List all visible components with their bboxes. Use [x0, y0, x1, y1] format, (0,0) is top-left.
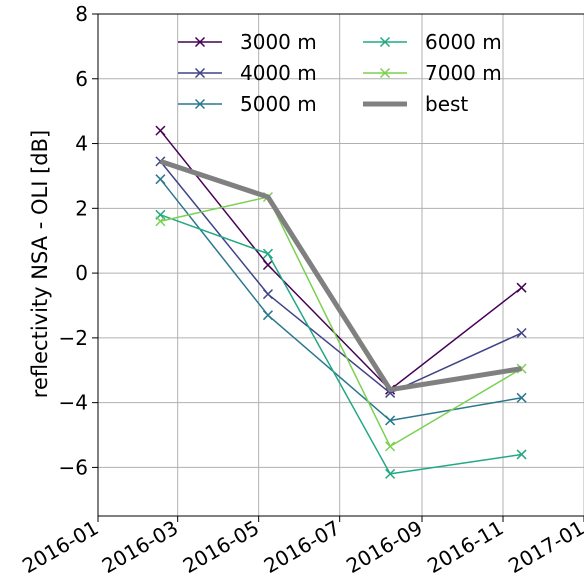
data-point-5000-m: [262, 310, 273, 321]
legend-label-4000-m: 4000 m: [240, 61, 317, 85]
data-point-5000-m: [155, 174, 166, 185]
legend-label-best: best: [425, 92, 468, 116]
data-point-4000-m: [516, 327, 527, 339]
series-line-6000-m: [160, 214, 522, 475]
series-line-5000-m: [159, 178, 522, 422]
data-point-6000-m: [385, 468, 396, 479]
data-point-3000-m: [262, 259, 273, 271]
legend-marker-5000-m: [194, 98, 206, 110]
data-point-7000-m: [155, 216, 166, 227]
y-tick-label: −2: [59, 326, 88, 350]
legend-marker-4000-m: [194, 67, 206, 79]
series-line-4000-m: [159, 160, 522, 394]
series-line-best: [159, 158, 522, 393]
x-tick-label: 2016-01: [18, 516, 102, 579]
data-point-7000-m: [385, 441, 396, 452]
grid: [97, 13, 584, 516]
series-line-3000-m: [159, 130, 523, 391]
data-point-5000-m: [516, 392, 527, 403]
y-tick-label: −4: [59, 391, 88, 415]
x-tick-label: 2016-05: [179, 516, 263, 579]
series-line-7000-m: [160, 196, 522, 448]
x-tick-label: 2016-03: [98, 516, 182, 579]
data-point-3000-m: [516, 282, 527, 293]
y-tick-label: 6: [75, 67, 88, 91]
y-tick-label: 2: [75, 196, 88, 220]
legend-marker-3000-m: [194, 36, 206, 48]
x-tick-label: 2017-01: [504, 516, 584, 579]
legend-marker-6000-m: [379, 36, 391, 48]
x-tick-label: 2016-11: [423, 516, 507, 579]
legend-label-7000-m: 7000 m: [425, 61, 502, 85]
y-axis-label: reflectivity NSA - OLI [dB]: [28, 130, 52, 398]
y-tick-label: −6: [59, 455, 88, 479]
x-tick-label: 2016-09: [342, 516, 426, 579]
data-point-5000-m: [385, 415, 396, 426]
data-point-3000-m: [155, 125, 166, 136]
legend-label-3000-m: 3000 m: [240, 30, 317, 54]
data-point-6000-m: [262, 248, 273, 259]
x-tick-label: 2016-07: [260, 516, 344, 579]
y-tick-label: 4: [75, 132, 88, 156]
legend: 3000 m 4000 m 5000 m 6000 m 7000 m best: [178, 30, 502, 116]
data-point-4000-m: [262, 289, 273, 300]
y-tick-label: 8: [75, 2, 88, 26]
series-lines: [155, 125, 527, 479]
legend-label-6000-m: 6000 m: [425, 30, 502, 54]
data-point-6000-m: [516, 449, 527, 460]
y-tick-label: 0: [75, 261, 88, 285]
axes: 86420−2−4−62016-012016-032016-052016-072…: [18, 2, 584, 578]
legend-marker-7000-m: [379, 67, 391, 79]
legend-label-5000-m: 5000 m: [240, 92, 317, 116]
